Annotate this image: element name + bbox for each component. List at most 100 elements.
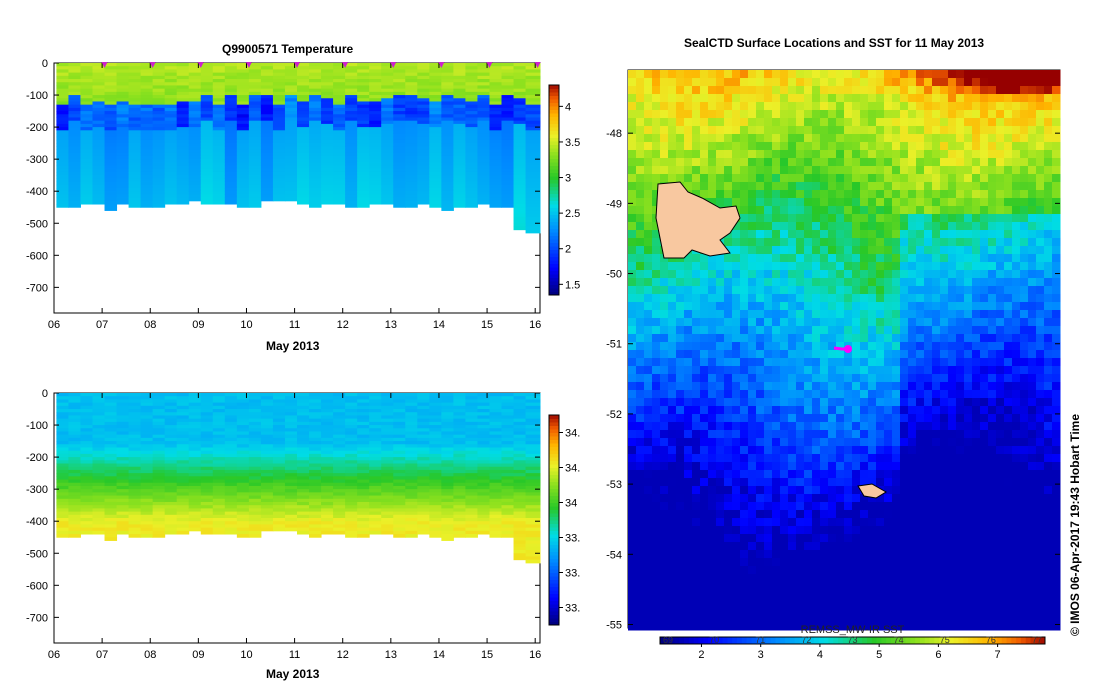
section-cell [405,152,418,157]
section-cell [465,415,478,420]
sst-cell [924,70,933,79]
sst-cell [1052,150,1061,159]
section-cell [369,399,382,404]
section-cell [224,405,238,410]
section-cell [321,149,334,154]
section-cell [309,101,322,106]
section-cell [128,534,142,538]
sst-cell [788,78,797,87]
sst-cell [788,134,797,143]
section-cell [128,175,142,179]
section-cell [429,521,442,525]
section-cell [188,191,202,195]
section-cell [104,421,118,426]
section-cell [489,473,503,477]
sst-cell [844,102,853,111]
section-cell [429,123,442,128]
section-cell [80,66,93,70]
section-cell [357,191,370,195]
sst-cell [836,110,845,119]
section-cell [116,409,130,413]
sst-cell [772,182,781,191]
section-cell [357,204,370,208]
sst-cell [844,86,853,95]
section-cell [80,396,93,400]
section-cell [104,524,118,529]
sst-cell [652,102,661,111]
sst-cell [996,174,1005,183]
section-cell [128,95,142,99]
section-cell [152,524,166,529]
section-cell [297,88,310,93]
section-cell [152,181,166,186]
section-cell [525,457,541,461]
section-cell [513,82,527,86]
sst-cell [988,86,997,95]
section-cell [164,197,178,202]
section-cell [477,143,490,147]
sst-cell [852,214,861,223]
section-cell [116,120,130,125]
sst-cell [980,110,989,119]
section-cell [212,114,226,118]
section-cell [441,498,454,503]
section-cell [513,431,527,436]
section-cell [345,152,358,157]
section-cell [501,101,515,106]
section-cell [333,501,346,506]
section-cell [80,514,93,519]
section-cell [176,412,190,416]
section-cell [116,79,130,83]
section-cell [272,159,286,163]
section-cell [176,159,190,163]
section-cell [200,162,214,167]
section-cell [92,482,106,487]
section-cell [357,111,370,115]
section-cell [381,521,394,525]
sst-cell [684,142,693,151]
section-cell [405,79,418,83]
section-cell [321,146,334,151]
sst-cell [764,94,773,103]
section-cell [80,98,93,102]
sst-cell [980,102,989,111]
section-cell [176,498,190,503]
sst-cell [980,198,989,207]
sst-cell [1044,214,1053,223]
sst-cell [836,230,845,239]
section-cell [453,114,466,118]
section-cell [56,143,69,147]
section-cell [525,476,541,481]
section-cell [513,409,527,413]
section-cell [477,91,490,96]
section-cell [465,143,478,147]
sst-cell [988,198,997,207]
section-cell [92,495,106,500]
section-cell [272,489,286,493]
section-cell [260,188,274,192]
sst-cell [908,86,917,95]
section-cell [309,149,322,154]
sst-cell [916,110,925,119]
section-cell [297,136,310,141]
section-cell [321,130,334,135]
sst-cell [900,214,909,223]
section-cell [405,123,418,128]
section-cell [453,444,466,448]
sst-cell [940,214,949,223]
sst-cell [940,182,949,191]
colorbar-cell [549,541,559,545]
sst-cell [932,166,941,175]
sst-cell [924,78,933,87]
section-cell [513,85,527,90]
sst-cell [636,78,645,87]
section-cell [513,139,527,144]
section-cell [525,194,541,199]
section-cell [405,418,418,423]
section-cell [272,421,286,426]
sst-cell [1052,182,1061,191]
section-cell [393,405,406,410]
section-cell [224,409,238,413]
section-cell [128,501,142,506]
section-cell [525,146,541,151]
